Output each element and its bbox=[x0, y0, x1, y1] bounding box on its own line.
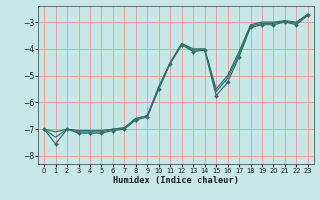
X-axis label: Humidex (Indice chaleur): Humidex (Indice chaleur) bbox=[113, 176, 239, 185]
